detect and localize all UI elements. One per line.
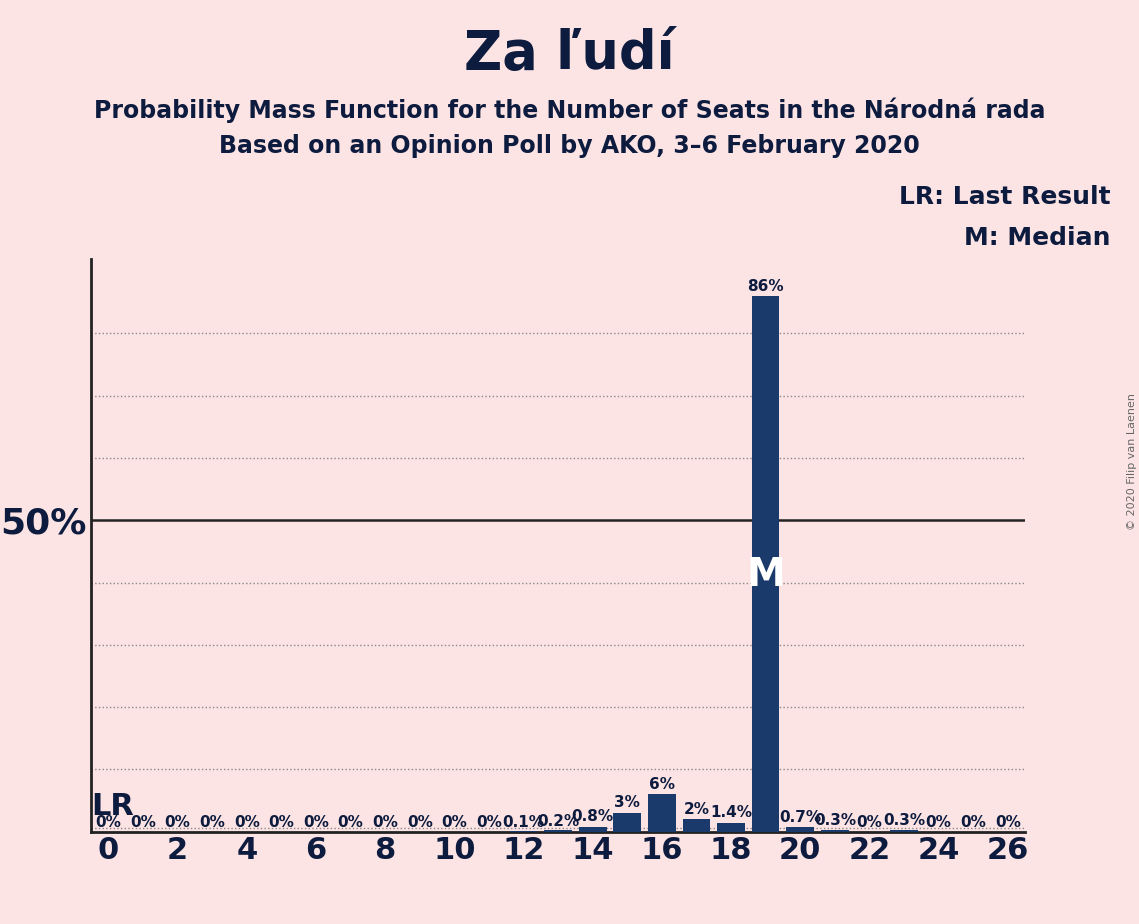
Text: 0.3%: 0.3% [883, 813, 925, 829]
Bar [718, 823, 745, 832]
Text: 0%: 0% [960, 815, 986, 831]
Text: 1.4%: 1.4% [710, 806, 752, 821]
Text: 0.8%: 0.8% [572, 809, 614, 824]
Text: LR: LR [91, 792, 134, 821]
Text: 0%: 0% [303, 815, 329, 831]
Text: Probability Mass Function for the Number of Seats in the Národná rada: Probability Mass Function for the Number… [93, 97, 1046, 123]
Text: 0%: 0% [130, 815, 156, 831]
Text: 0.7%: 0.7% [779, 809, 821, 825]
Bar [821, 830, 849, 832]
Text: 0%: 0% [337, 815, 363, 831]
Text: © 2020 Filip van Laenen: © 2020 Filip van Laenen [1126, 394, 1137, 530]
Text: 3%: 3% [614, 796, 640, 810]
Bar [544, 831, 572, 832]
Text: M: Median: M: Median [964, 226, 1111, 250]
Text: 86%: 86% [747, 279, 784, 294]
Text: 0%: 0% [165, 815, 190, 831]
Text: 6%: 6% [649, 777, 675, 792]
Text: 0%: 0% [476, 815, 502, 831]
Text: 0%: 0% [926, 815, 951, 831]
Text: Za ľudí: Za ľudí [465, 28, 674, 79]
Text: M: M [746, 555, 785, 593]
Text: 0%: 0% [372, 815, 399, 831]
Text: 0%: 0% [994, 815, 1021, 831]
Text: Based on an Opinion Poll by AKO, 3–6 February 2020: Based on an Opinion Poll by AKO, 3–6 Feb… [219, 134, 920, 158]
Text: 0%: 0% [96, 815, 122, 831]
Bar [614, 813, 641, 832]
Bar [891, 830, 918, 832]
Text: LR: Last Result: LR: Last Result [899, 185, 1111, 209]
Text: 0%: 0% [442, 815, 467, 831]
Text: 0.3%: 0.3% [813, 813, 855, 829]
Text: 0%: 0% [407, 815, 433, 831]
Text: 0.1%: 0.1% [502, 815, 544, 830]
Bar [579, 827, 607, 832]
Text: 0.2%: 0.2% [536, 814, 580, 829]
Text: 0%: 0% [857, 815, 883, 831]
Text: 0%: 0% [233, 815, 260, 831]
Bar [786, 827, 814, 832]
Bar [648, 795, 675, 832]
Bar [752, 296, 779, 832]
Text: 0%: 0% [269, 815, 294, 831]
Text: 2%: 2% [683, 802, 710, 817]
Bar [682, 820, 711, 832]
Text: 0%: 0% [199, 815, 226, 831]
